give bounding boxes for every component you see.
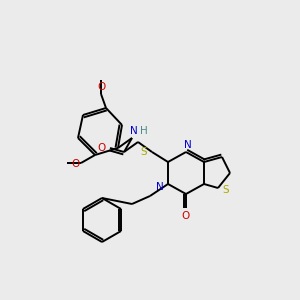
Text: O: O — [71, 159, 79, 169]
Text: N: N — [156, 182, 164, 192]
Text: O: O — [98, 143, 106, 153]
Text: O: O — [97, 82, 105, 92]
Text: O: O — [182, 211, 190, 221]
Text: N: N — [184, 140, 192, 150]
Text: S: S — [223, 185, 229, 195]
Text: S: S — [141, 147, 147, 157]
Text: H: H — [140, 126, 148, 136]
Text: N: N — [130, 126, 138, 136]
